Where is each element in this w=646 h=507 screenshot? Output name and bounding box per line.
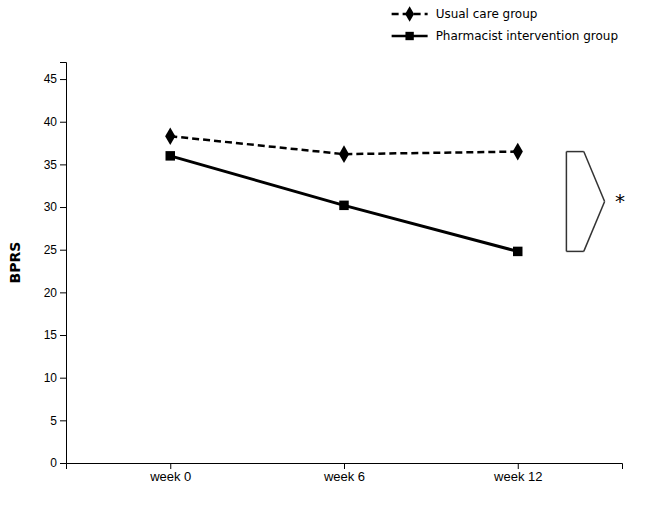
y-axis: 0 5 10 15 20 25 30 35 40 45 bbox=[44, 63, 67, 471]
bracket-line bbox=[566, 151, 583, 153]
y-axis-line bbox=[60, 63, 67, 464]
y-tick: 45 bbox=[44, 72, 66, 86]
x-tick: week 6 bbox=[323, 463, 365, 484]
y-tick: 25 bbox=[44, 243, 66, 257]
chart: 0 5 10 15 20 25 30 35 40 45 week 0 week 6 week 12 BPR… bbox=[0, 0, 646, 507]
legend-marker bbox=[405, 32, 413, 40]
legend-item: Pharmacist intervention group bbox=[392, 29, 618, 43]
x-tick-mark bbox=[170, 463, 171, 469]
y-tick-mark bbox=[60, 122, 66, 123]
y-tick-label: 20 bbox=[44, 286, 58, 300]
y-tick: 35 bbox=[44, 158, 66, 172]
y-tick-label: 0 bbox=[50, 456, 57, 470]
y-tick: 10 bbox=[44, 371, 66, 385]
y-tick-mark bbox=[60, 207, 66, 208]
legend-label: Pharmacist intervention group bbox=[436, 29, 618, 43]
y-tick: 15 bbox=[44, 328, 66, 342]
y-tick-mark bbox=[60, 335, 66, 336]
y-axis-title: BPRS bbox=[7, 242, 23, 284]
bracket-line bbox=[584, 201, 605, 251]
x-tick-mark bbox=[518, 463, 519, 469]
y-tick: 30 bbox=[44, 200, 66, 214]
y-tick-mark bbox=[60, 420, 66, 421]
y-tick-label: 40 bbox=[44, 115, 58, 129]
x-axis: week 0 week 6 week 12 bbox=[67, 463, 623, 484]
y-tick: 40 bbox=[44, 115, 66, 129]
y-tick-label: 25 bbox=[44, 243, 58, 257]
y-tick-mark bbox=[60, 292, 66, 293]
y-tick-mark bbox=[60, 164, 66, 165]
marks bbox=[165, 127, 523, 256]
marker bbox=[513, 247, 522, 256]
x-tick-label: week 6 bbox=[323, 469, 365, 484]
marker bbox=[166, 151, 175, 160]
legend-item: Usual care group bbox=[392, 6, 538, 22]
marker bbox=[339, 201, 348, 210]
y-tick-label: 10 bbox=[44, 371, 58, 385]
x-tick: week 0 bbox=[149, 463, 191, 484]
y-tick-label: 15 bbox=[44, 328, 58, 342]
legend-label: Usual care group bbox=[436, 7, 538, 21]
y-tick-mark bbox=[60, 378, 66, 379]
x-axis-line bbox=[67, 464, 623, 470]
legend-marker bbox=[405, 6, 414, 22]
marker bbox=[165, 127, 175, 145]
y-tick-label: 35 bbox=[44, 158, 58, 172]
marker bbox=[339, 145, 349, 163]
annotation: * bbox=[615, 189, 625, 213]
bracket-line bbox=[566, 152, 568, 252]
x-tick-label: week 12 bbox=[493, 469, 542, 484]
y-tick-mark bbox=[60, 463, 66, 464]
x-tick: week 12 bbox=[493, 463, 542, 484]
y-tick-label: 5 bbox=[50, 414, 57, 428]
y-tick: 20 bbox=[44, 286, 66, 300]
legend: Usual care group Pharmacist intervention … bbox=[392, 6, 618, 43]
series-line bbox=[170, 156, 518, 252]
bracket bbox=[566, 152, 604, 252]
x-tick-mark bbox=[344, 463, 345, 469]
bracket-line bbox=[566, 251, 583, 253]
x-tick-label: week 0 bbox=[149, 469, 191, 484]
y-tick-mark bbox=[60, 250, 66, 251]
y-tick: 5 bbox=[50, 414, 66, 428]
bracket-line bbox=[584, 152, 605, 202]
plot: 0 5 10 15 20 25 30 35 40 45 week 0 week 6 week 12 BPR… bbox=[7, 6, 625, 484]
marker bbox=[513, 143, 523, 161]
y-tick: 0 bbox=[50, 456, 66, 470]
y-tick-mark bbox=[60, 79, 66, 80]
y-tick-label: 45 bbox=[44, 72, 58, 86]
y-tick-label: 30 bbox=[44, 200, 58, 214]
